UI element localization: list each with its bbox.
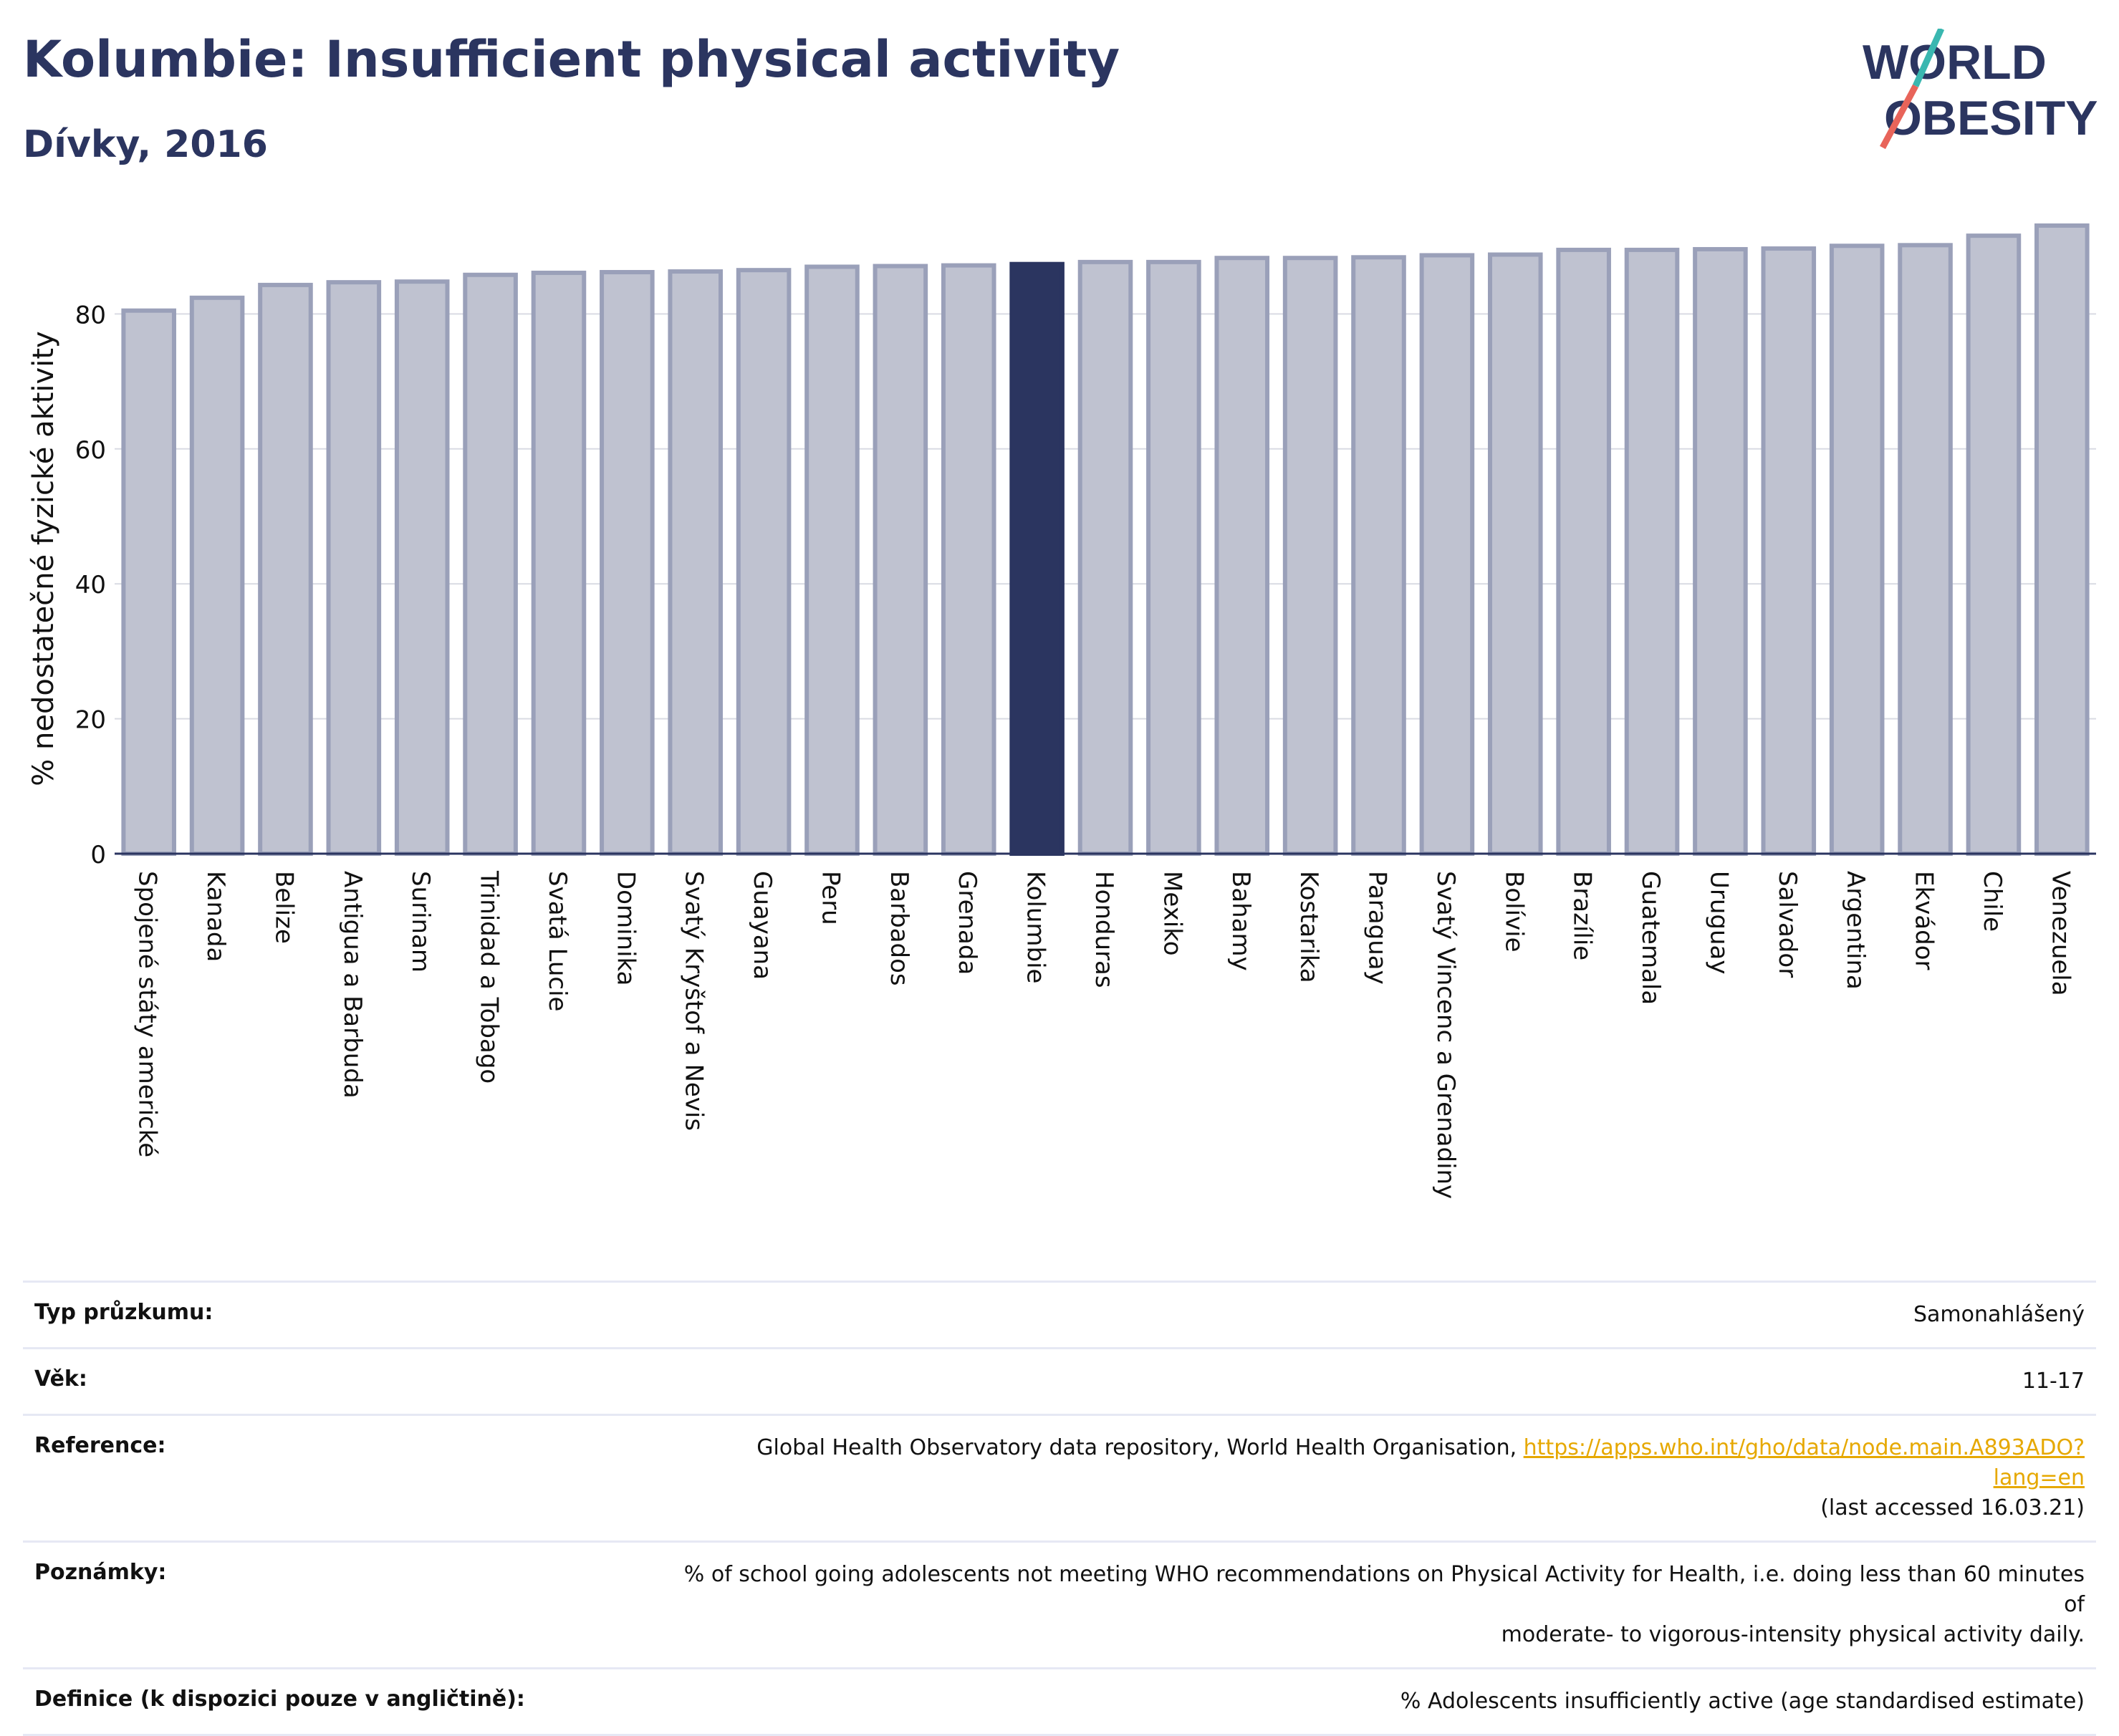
bar <box>1966 233 2022 856</box>
definition-row: Definice (k dispozici pouze v angličtině… <box>23 1668 2096 1735</box>
age-value: 11-17 <box>2022 1369 2085 1394</box>
reference-value: Global Health Observatory data repositor… <box>679 1415 2096 1542</box>
reference-source-text: Global Health Observatory data repositor… <box>756 1435 1524 1460</box>
notes-line-2: moderate- to vigorous-intensity physical… <box>1501 1622 2085 1647</box>
y-tick-label: 20 <box>75 706 106 735</box>
bar <box>1761 246 1817 856</box>
x-tick-label: Peru <box>816 871 845 925</box>
y-tick-label: 40 <box>75 571 106 599</box>
x-tick-label: Spojené státy americké <box>133 871 162 1157</box>
reference-accessed-text: (last accessed 16.03.21) <box>1820 1495 2085 1520</box>
bar-chart: 0 20 40 60 80 Spojené státy americké Kanada Bel… <box>27 223 2096 1199</box>
x-tick-label: Venezuela <box>2046 871 2075 996</box>
x-tick-label: Chile <box>1978 871 2007 932</box>
x-tick-label: Surinam <box>406 871 435 973</box>
bar <box>941 263 996 856</box>
survey-type-label: Typ průzkumu: <box>34 1300 213 1325</box>
bar <box>2034 223 2090 856</box>
bar <box>736 268 792 857</box>
x-tick-label: Mexiko <box>1158 871 1186 956</box>
bars <box>121 223 2090 857</box>
x-tick-label: Salvador <box>1773 871 1802 978</box>
bar <box>1829 243 1885 856</box>
x-tick-label: Svatá Lucie <box>543 871 572 1011</box>
bar <box>873 264 928 856</box>
y-axis-label: % nedostatečné fyzické aktivity <box>27 331 60 786</box>
x-tick-label: Bolívie <box>1499 871 1528 953</box>
bar <box>121 308 176 856</box>
chart-title: Kolumbie: Insufficient physical activity <box>23 30 1120 89</box>
reference-link[interactable]: https://apps.who.int/gho/data/node.main.… <box>1523 1435 2085 1490</box>
chart-subtitle: Dívky, 2016 <box>23 123 268 166</box>
world-obesity-logo: WORLD OBESITY <box>1863 29 2098 150</box>
bar <box>1693 246 1748 856</box>
bar <box>1282 256 1338 856</box>
svg-text:WORLD: WORLD <box>1863 35 2047 90</box>
x-tick-label: Kolumbie <box>1022 871 1050 983</box>
bar <box>1556 247 1611 857</box>
x-tick-label: Trinidad a Tobago <box>475 870 504 1084</box>
x-tick-label: Ekvádor <box>1910 871 1938 970</box>
survey-type-row: Typ průzkumu: Samonahlášený <box>23 1281 2096 1349</box>
x-tick-label: Dominika <box>611 871 640 985</box>
y-tick-label: 60 <box>75 436 106 465</box>
bar <box>258 282 313 857</box>
bar <box>1214 256 1270 856</box>
age-row: Věk: 11-17 <box>23 1348 2096 1415</box>
svg-text:OBESITY: OBESITY <box>1884 91 2098 145</box>
bar <box>463 272 518 857</box>
x-tick-label: Honduras <box>1090 871 1118 988</box>
bar-highlighted <box>1009 261 1065 856</box>
x-tick-label: Svatý Kryštof a Nevis <box>680 871 708 1131</box>
bar <box>1077 259 1133 856</box>
x-tick-label: Kostarika <box>1294 871 1323 983</box>
bar <box>394 279 450 856</box>
age-label: Věk: <box>34 1366 87 1392</box>
x-tick-label: Paraguay <box>1363 871 1392 985</box>
y-tick-label: 80 <box>75 301 106 329</box>
x-tick-label: Argentina <box>1841 871 1870 990</box>
bar <box>1624 247 1680 857</box>
x-tick-label: Antigua a Barbuda <box>338 871 367 1099</box>
x-tick-label: Brazílie <box>1568 871 1597 960</box>
notes-row: Poznámky: % of school going adolescents … <box>23 1541 2096 1669</box>
x-tick-label: Bahamy <box>1226 871 1255 971</box>
reference-label: Reference: <box>34 1433 166 1458</box>
y-tick-label: 0 <box>90 841 106 869</box>
bar <box>1487 252 1543 856</box>
axes: 0 20 40 60 80 Spojené státy americké Kanada Bel… <box>75 301 2096 1199</box>
notes-value: % of school going adolescents not meetin… <box>679 1542 2096 1669</box>
bar <box>326 280 382 857</box>
bar <box>804 264 860 856</box>
definition-value: % Adolescents insufficiently active (age… <box>1400 1689 2085 1714</box>
bar <box>189 295 245 856</box>
x-tick-label: Kanada <box>201 871 230 962</box>
definition-label: Definice (k dispozici pouze v angličtině… <box>34 1687 525 1712</box>
bar <box>531 270 587 856</box>
survey-type-value: Samonahlášený <box>1913 1302 2085 1327</box>
bar <box>1419 253 1475 857</box>
bar <box>668 269 724 856</box>
x-tick-label: Svatý Vincenc a Grenadiny <box>1431 871 1460 1199</box>
x-tick-label: Uruguay <box>1704 871 1733 975</box>
reference-row: Reference: Global Health Observatory dat… <box>23 1414 2096 1542</box>
bar <box>1351 255 1406 857</box>
notes-line-1: % of school going adolescents not meetin… <box>683 1562 2085 1617</box>
x-tick-label: Guayana <box>748 871 777 980</box>
notes-label: Poznámky: <box>34 1560 167 1585</box>
x-tick-label: Barbados <box>885 871 913 986</box>
x-tick-label: Grenada <box>953 871 981 975</box>
bar <box>600 269 655 857</box>
x-tick-label: Belize <box>269 871 298 944</box>
bar <box>1146 259 1201 856</box>
metadata-table: Typ průzkumu: Samonahlášený Věk: 11-17 R… <box>23 1281 2096 1736</box>
x-tick-label: Guatemala <box>1636 871 1665 1005</box>
bar <box>1898 243 1953 857</box>
